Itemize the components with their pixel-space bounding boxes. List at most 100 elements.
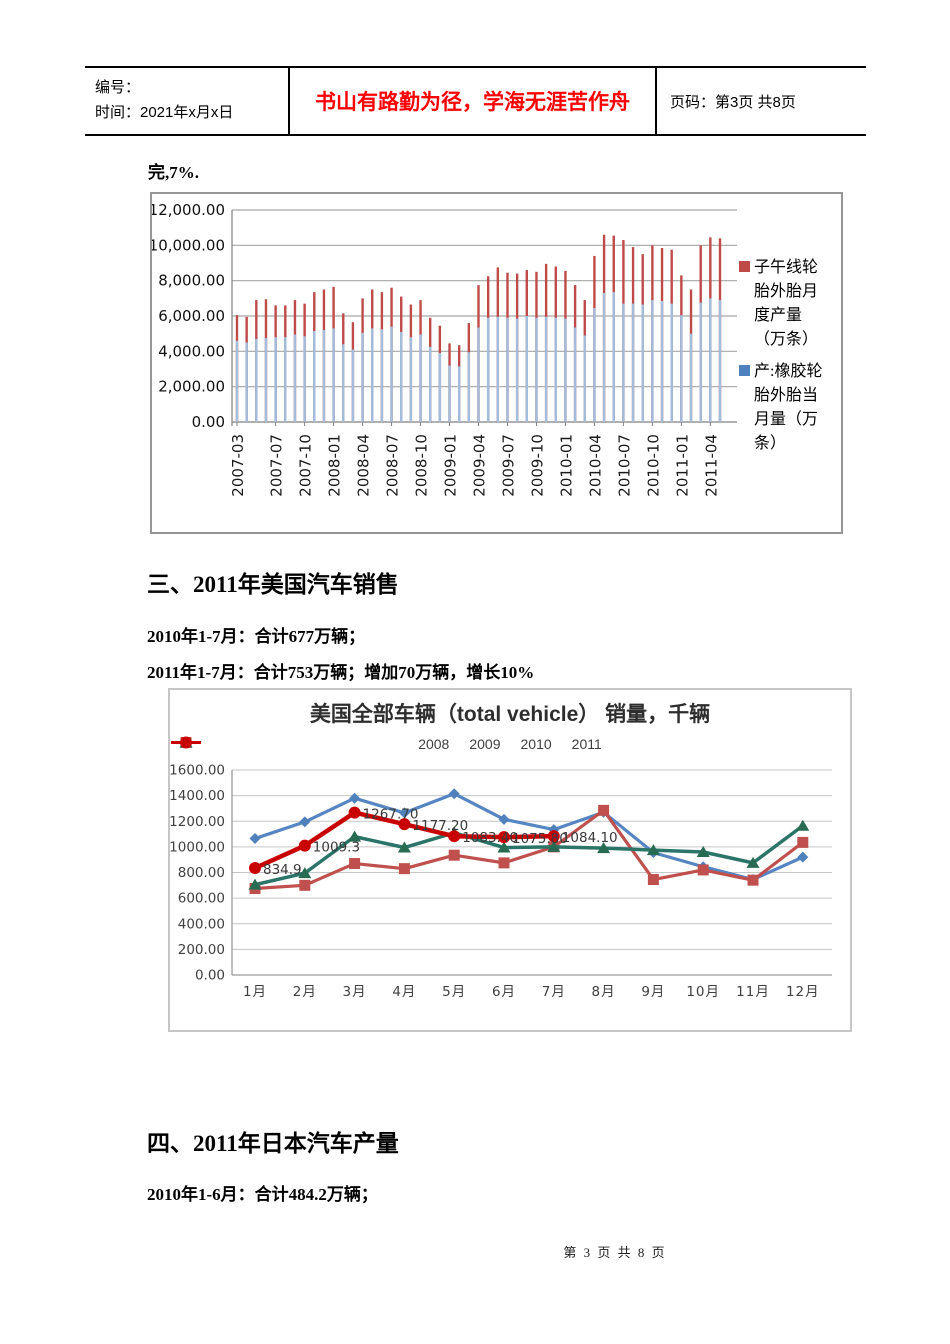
marker-circle [180, 736, 192, 749]
marker-triangle [497, 841, 511, 853]
header-motto-text: 书山有路勤为径，学海无涯苦作舟 [315, 91, 630, 114]
y-axis-label: 200.00 [178, 942, 225, 958]
x-axis-label: 2011-01 [673, 434, 691, 497]
bar-rubber-tire [602, 293, 606, 422]
marker-square [598, 804, 610, 816]
header-motto-cell: 书山有路勤为径，学海无涯苦作舟 [290, 68, 657, 134]
bar-rubber-tire [235, 340, 239, 422]
marker-square [797, 836, 809, 848]
bar-rubber-tire [651, 300, 654, 422]
x-axis-label: 2008-01 [326, 434, 344, 497]
y-axis-label: 12,000.00 [152, 201, 225, 219]
header-time-label: 时间：2021年x月x日 [95, 104, 234, 121]
bar-rubber-tire [689, 333, 693, 422]
header-number-label: 编号： [95, 79, 141, 96]
legend-label-2009: 2009 [469, 736, 501, 752]
marker-diamond [249, 833, 261, 845]
bar-rubber-tire [245, 342, 248, 422]
marker-diamond [797, 851, 809, 863]
section3-line2: 2011年1-7月：合计753万辆；增加70万辆，增长10% [147, 663, 535, 682]
data-label: 1267.70 [363, 807, 419, 823]
bar-rubber-tire [264, 338, 268, 422]
marker-square [747, 874, 759, 886]
x-axis-label: 2010-01 [557, 434, 575, 497]
legend-label-2011: 2011 [571, 736, 602, 752]
bar-rubber-tire [554, 317, 557, 422]
bar-rubber-tire [699, 302, 702, 422]
bar-rubber-tire [351, 349, 355, 422]
marker-triangle [547, 840, 561, 852]
marker-circle [298, 839, 311, 852]
bar-rubber-tire [313, 331, 316, 422]
bar-rubber-tire [544, 316, 548, 422]
series-line-2008 [254, 792, 804, 882]
marker-triangle [298, 867, 312, 879]
marker-triangle [397, 841, 411, 853]
tire-production-bar-chart: 0.00 2,000.00 4,000.00 6,000.00 8,000.00 10,0… [150, 192, 843, 534]
y-axis-label: 400.00 [178, 916, 225, 932]
bar-rubber-tire [284, 337, 287, 422]
page-footer: 第 3 页 共 8 页 [563, 1245, 667, 1260]
bar-rubber-tire [660, 300, 664, 422]
line-chart-canvas: 0.00 200.00 400.00 600.00 800.00 1000.00 1200.… [170, 763, 832, 1000]
x-axis-label: 2008-10 [413, 434, 431, 497]
bar-rubber-tire [680, 315, 683, 422]
x-axis-label: 7月 [542, 984, 566, 1000]
marker-triangle [248, 878, 262, 890]
bar-rubber-tire [429, 346, 432, 422]
x-axis-label: 2月 [293, 984, 317, 1000]
data-label: 1009.3 [313, 840, 360, 856]
bar-rubber-tire [622, 303, 625, 422]
marker-diamond [299, 816, 311, 828]
bar-rubber-tire [593, 308, 596, 422]
x-axis-label: 2007-10 [297, 434, 315, 497]
x-axis-label: 11月 [736, 984, 770, 1000]
x-axis-label: 6月 [492, 984, 516, 1000]
legend-label-rubber-tire: 产:橡胶轮胎外胎当月量（万条） [754, 363, 823, 452]
bar-rubber-tire [486, 317, 490, 422]
y-axis-label: 10,000.00 [152, 236, 225, 254]
header-page-info: 页码：第3页 共8页 [670, 93, 796, 111]
bar-rubber-tire [322, 330, 326, 422]
legend-label-radial-tire: 子午线轮胎外胎月度产量（万条） [754, 259, 819, 348]
y-axis-label: 4,000.00 [158, 342, 225, 360]
legend-glyph-2011 [171, 736, 201, 749]
data-label: 1084.10 [562, 830, 618, 846]
header-page-cell: 页码：第3页 共8页 [657, 68, 866, 134]
bar-rubber-tire [506, 317, 509, 422]
y-axis-label: 0.00 [192, 413, 225, 431]
marker-triangle [696, 846, 710, 857]
bar-rubber-tire [274, 337, 277, 422]
page-header-table: 编号： 时间：2021年x月x日 书山有路勤为径，学海无涯苦作舟 页码：第3页 … [85, 66, 866, 136]
x-axis-label: 2007-03 [229, 434, 247, 497]
section3-line1: 2010年1-7月：合计677万辆； [147, 627, 366, 646]
bar-rubber-tire [670, 303, 673, 422]
bar-rubber-tire [573, 327, 577, 422]
y-axis-label: 0.00 [195, 968, 225, 984]
series-line-2009 [254, 808, 804, 891]
bar-rubber-tire [641, 304, 644, 422]
y-axis-label: 8,000.00 [158, 272, 225, 290]
bar-rubber-tire [612, 292, 615, 422]
section4-title: 四、2011年日本汽车产量 [147, 1131, 399, 1156]
y-axis-label: 600.00 [178, 891, 225, 907]
legend-item-rubber-tire: 产:橡胶轮胎外胎当月量（万条） [739, 360, 826, 456]
bar-rubber-tire [525, 316, 528, 422]
section4-line1: 2010年1-6月：合计484.2万辆； [147, 1185, 378, 1204]
bar-chart-canvas: 0.00 2,000.00 4,000.00 6,000.00 8,000.00 10,0… [152, 201, 737, 497]
x-axis-label: 10月 [686, 984, 720, 1000]
marker-diamond [349, 792, 361, 804]
marker-triangle [597, 842, 611, 854]
legend-label-2008: 2008 [418, 736, 450, 752]
marker-square [448, 849, 460, 861]
marker-triangle [746, 856, 760, 868]
x-axis-label: 9月 [641, 984, 665, 1000]
marker-circle [249, 862, 261, 875]
us-vehicle-sales-line-chart: 美国全部车辆（total vehicle） 销量，千辆 2008 2009 2010… [168, 688, 852, 1032]
y-axis-label: 1400.00 [170, 788, 225, 804]
marker-square [647, 874, 659, 886]
bar-rubber-tire [409, 337, 413, 422]
bar-rubber-tire [400, 331, 403, 422]
bar-rubber-tire [535, 317, 538, 422]
